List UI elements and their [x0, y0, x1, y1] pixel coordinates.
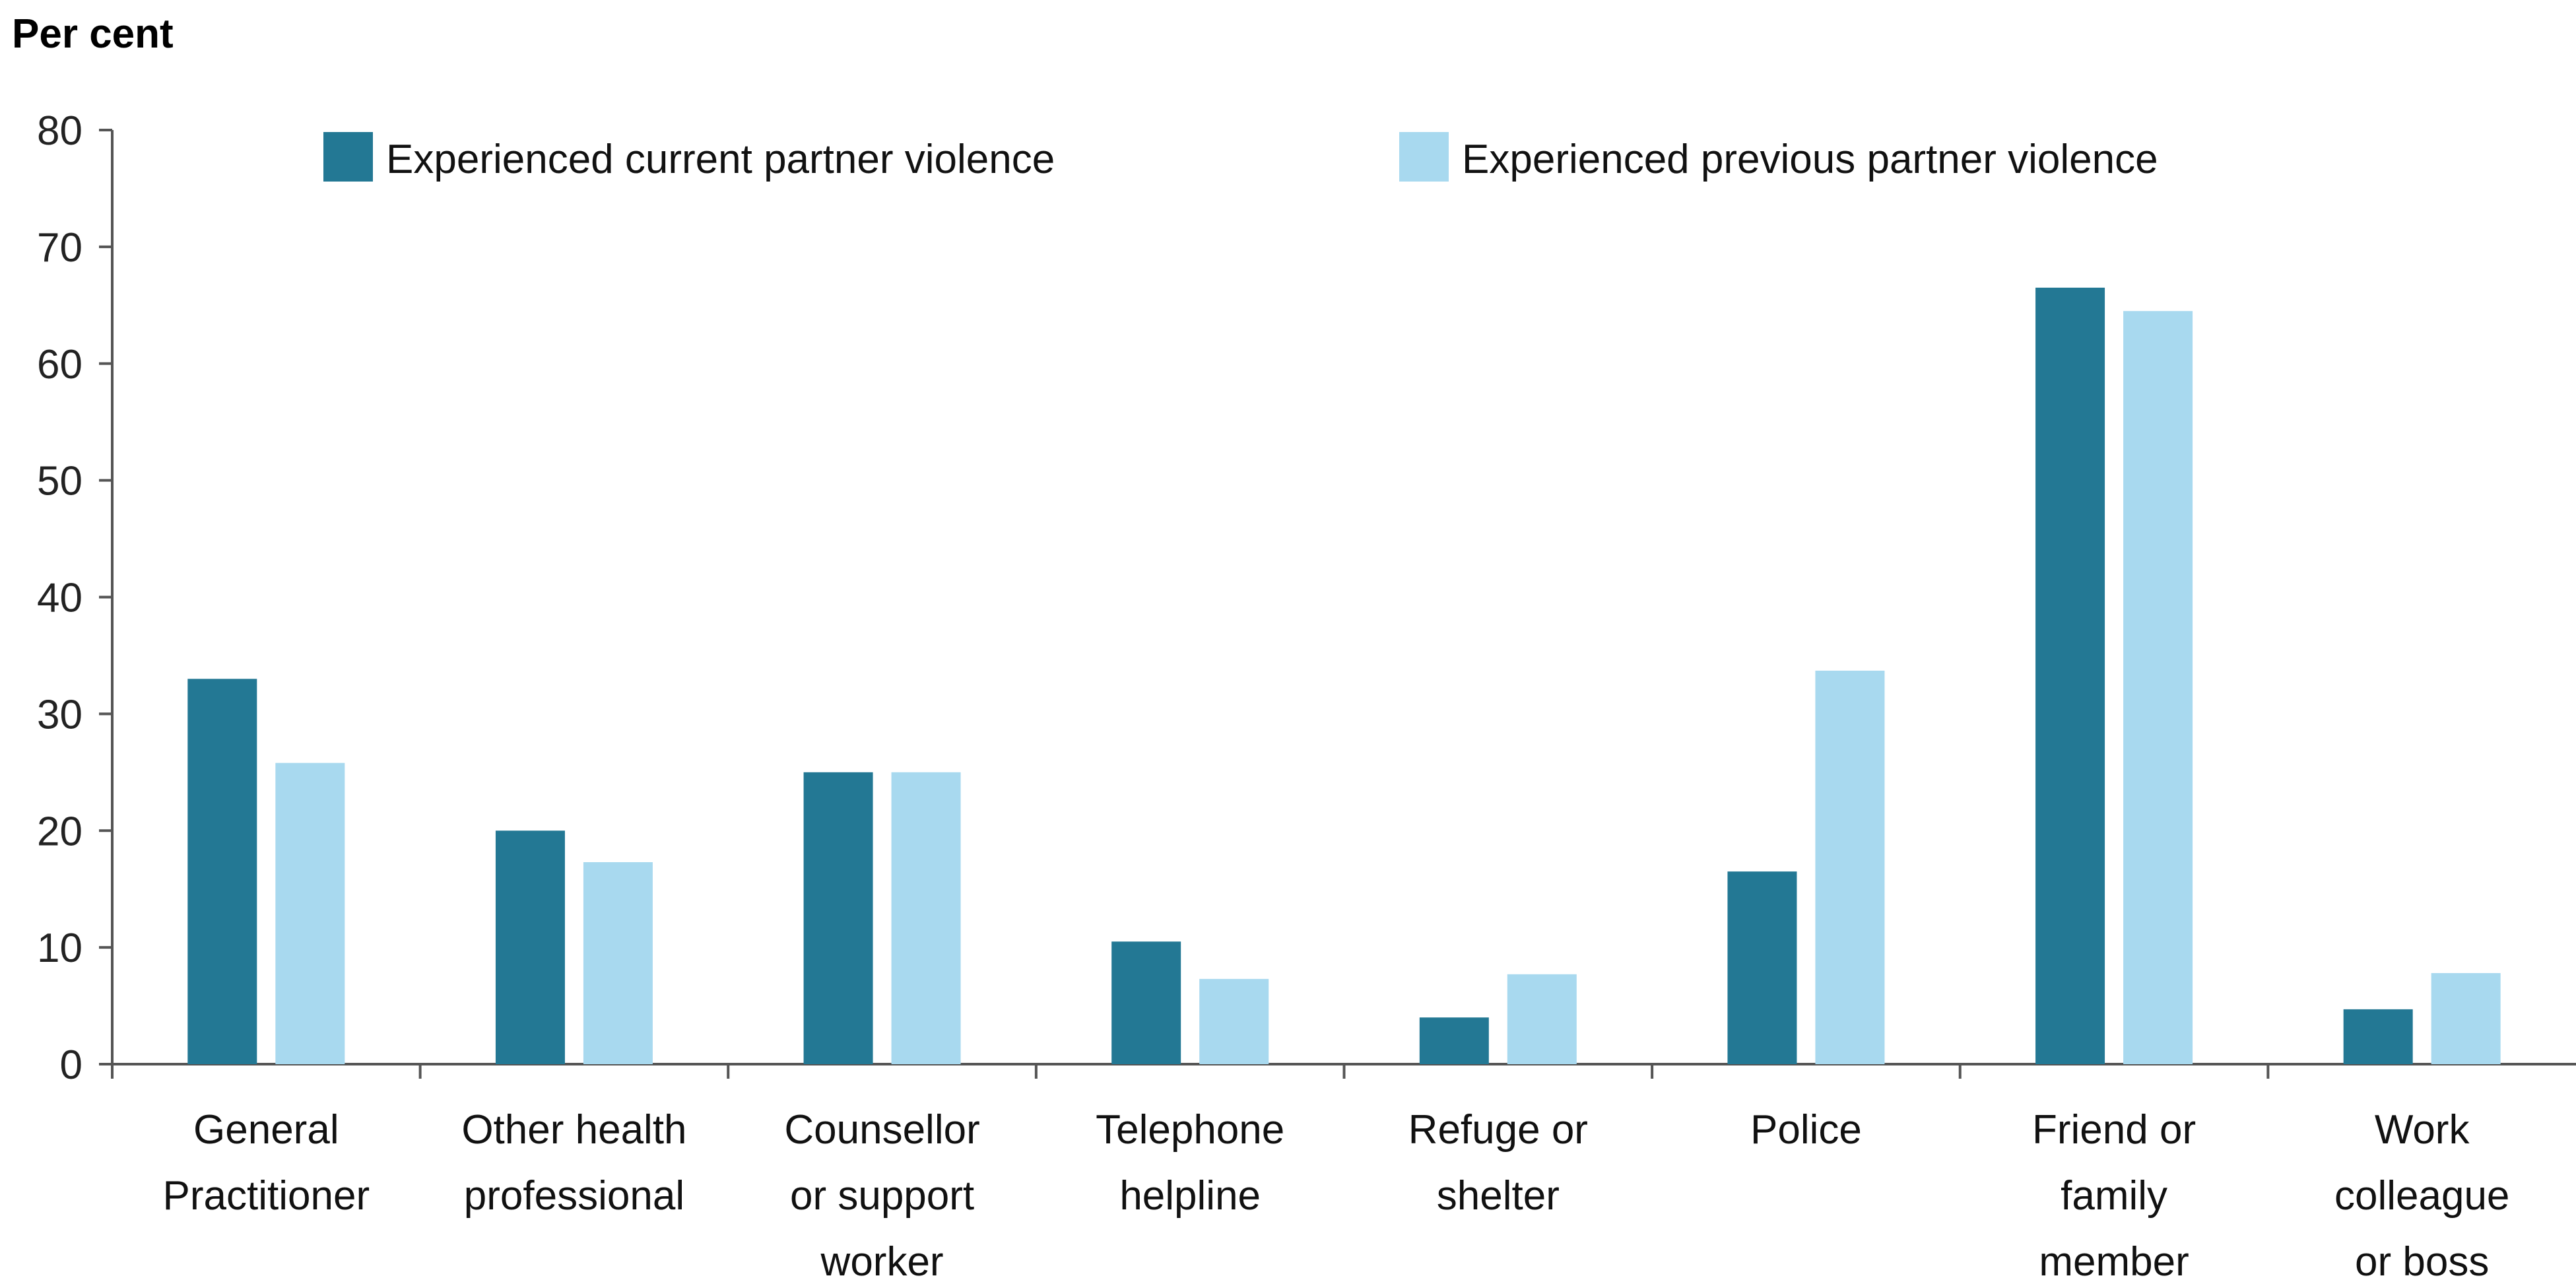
category-label: Telephone helpline	[1096, 1107, 1284, 1219]
y-tick-label: 0	[60, 1042, 83, 1088]
bar-previous	[2431, 973, 2501, 1064]
category-label-line: shelter	[1437, 1173, 1560, 1219]
axes: 0 10 20 30 40 50 60 70 80	[37, 108, 2576, 1088]
category-label-line: Police	[1750, 1107, 1862, 1153]
bars	[187, 287, 2501, 1064]
category-label-line: Other health	[461, 1107, 686, 1153]
legend: Experienced current partner violence Exp…	[323, 132, 2158, 182]
category-label: Friend or family member	[2032, 1107, 2196, 1284]
category-label-line: or support	[790, 1173, 974, 1219]
bar-previous	[891, 772, 961, 1064]
category-label-line: Work	[2375, 1107, 2470, 1153]
category-label-line: family	[2061, 1173, 2167, 1219]
legend-swatch-current	[323, 132, 373, 182]
bar-previous	[275, 762, 345, 1064]
category-label-line: helpline	[1119, 1173, 1261, 1219]
category-labels: General Practitioner Other health professio…	[163, 1107, 2510, 1284]
y-axis-title: Per cent	[12, 11, 174, 57]
category-label-line: Telephone	[1096, 1107, 1284, 1153]
category-label-line: Friend or	[2032, 1107, 2196, 1153]
bar-current	[2343, 1009, 2413, 1064]
y-tick-label: 60	[37, 342, 83, 388]
y-tick-label: 50	[37, 459, 83, 504]
category-label-line: professional	[464, 1173, 684, 1219]
bar-current	[1419, 1017, 1489, 1064]
bar-current	[495, 830, 565, 1064]
bar-previous	[1507, 974, 1577, 1064]
category-label-line: worker	[820, 1239, 944, 1284]
category-label-line: or boss	[2355, 1239, 2489, 1284]
category-label-line: colleague	[2334, 1173, 2509, 1219]
bar-previous	[1199, 978, 1269, 1064]
bar-current	[2035, 287, 2105, 1064]
category-label-line: Refuge or	[1408, 1107, 1588, 1153]
bar-current	[1727, 871, 1797, 1064]
category-label: General Practitioner	[163, 1107, 370, 1219]
category-label: Other health professional	[461, 1107, 686, 1219]
category-label-line: Practitioner	[163, 1173, 370, 1219]
bar-current	[803, 772, 873, 1064]
y-tick-label: 10	[37, 926, 83, 971]
bar-current	[1111, 941, 1181, 1064]
category-label-line: General	[193, 1107, 339, 1153]
category-label: Police	[1750, 1107, 1862, 1153]
y-tick-label: 40	[37, 576, 83, 621]
y-tick-label: 80	[37, 108, 83, 154]
bar-previous	[583, 862, 653, 1064]
bar-current	[187, 679, 257, 1064]
category-label: Refuge or shelter	[1408, 1107, 1588, 1219]
category-label-line: member	[2039, 1239, 2189, 1284]
y-tick-label: 70	[37, 225, 83, 271]
legend-label-previous: Experienced previous partner violence	[1462, 137, 2158, 182]
category-label: Work colleague or boss	[2334, 1107, 2509, 1284]
category-label: Counsellor or support worker	[784, 1107, 979, 1284]
legend-swatch-previous	[1399, 132, 1449, 182]
y-tick-label: 20	[37, 809, 83, 854]
bar-previous	[2123, 311, 2193, 1064]
legend-label-current: Experienced current partner violence	[386, 137, 1055, 182]
bar-previous	[1815, 670, 1885, 1064]
y-tick-label: 30	[37, 692, 83, 737]
category-label-line: Counsellor	[784, 1107, 979, 1153]
